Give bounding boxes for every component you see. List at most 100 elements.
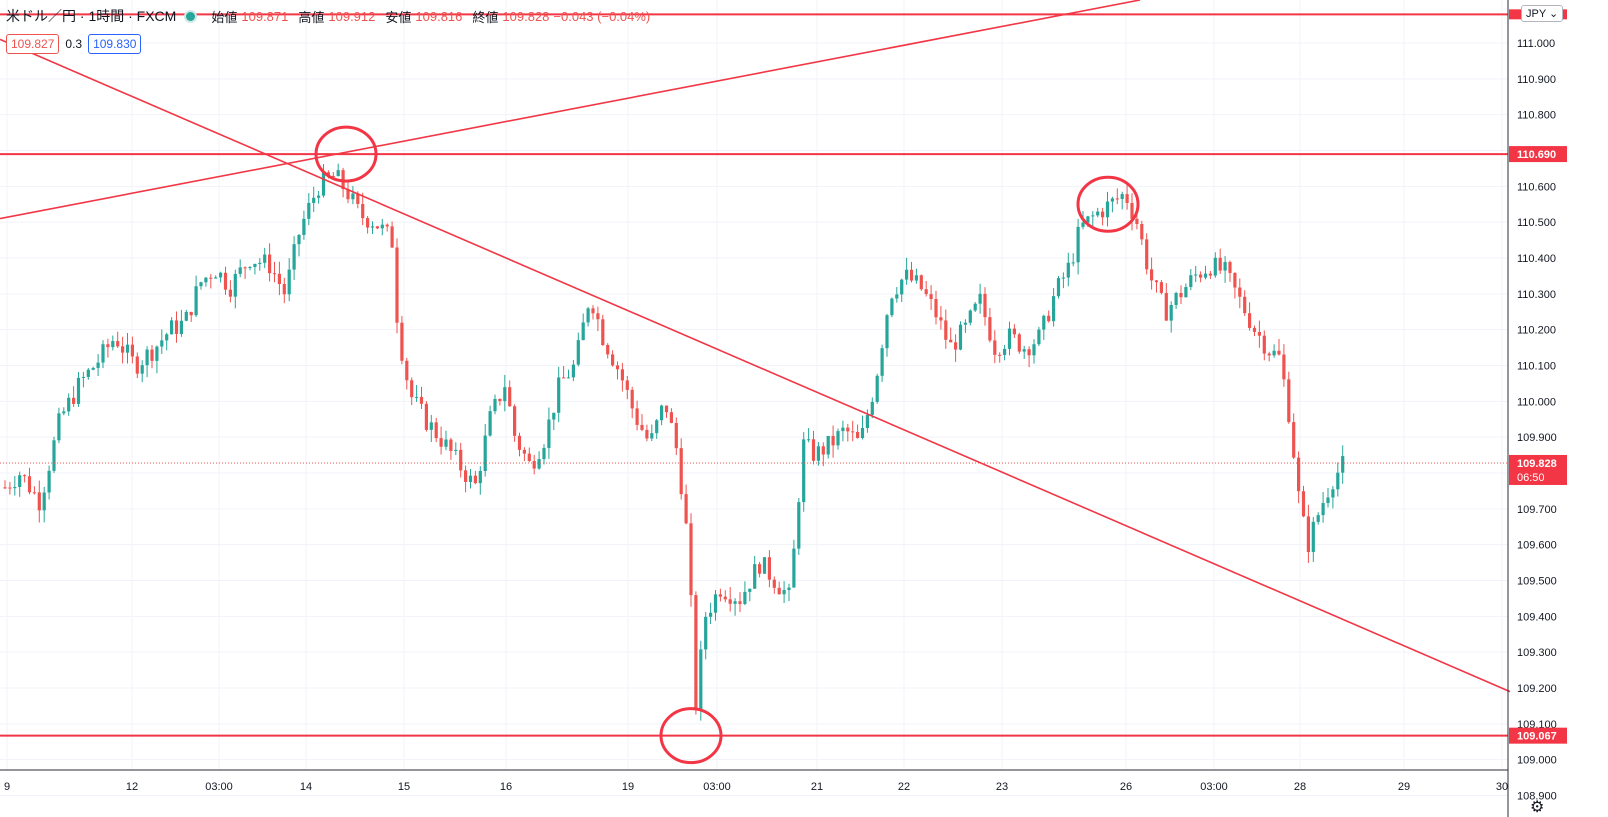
candle-body	[596, 313, 600, 320]
close-value: 109.828	[502, 8, 550, 24]
candle-body	[699, 649, 703, 710]
highlight-circle[interactable]	[1076, 175, 1140, 233]
candle-body	[1311, 521, 1315, 553]
candle-body	[292, 244, 296, 270]
candle-body	[939, 317, 943, 321]
candle-body	[488, 411, 492, 436]
candle-body	[361, 203, 365, 219]
highlight-circle[interactable]	[659, 707, 723, 765]
candle-body	[1047, 315, 1051, 322]
high-label: 高値	[298, 9, 325, 25]
candle-body	[13, 487, 17, 489]
candle-body	[1056, 278, 1061, 297]
candle-body	[1037, 329, 1041, 345]
chart-legend: 米ドル／円 · 1時間 · FXCM 始値 109.871 高値 109.912 安…	[6, 6, 650, 26]
candle-body	[630, 389, 634, 409]
candle-body	[689, 523, 693, 596]
candle-body	[150, 349, 154, 361]
candle-body	[566, 377, 571, 379]
candle-body	[62, 411, 66, 414]
candle-body	[1159, 282, 1163, 293]
candle-body	[1282, 354, 1286, 380]
candle-body	[1032, 344, 1036, 356]
candle-body	[1081, 222, 1085, 227]
candle-body	[753, 564, 757, 589]
candle-body	[194, 286, 198, 316]
candle-body	[513, 406, 517, 436]
candle-body	[1174, 292, 1178, 305]
candle-body	[140, 365, 144, 374]
candle-body	[1076, 226, 1080, 263]
candle-body	[527, 453, 531, 462]
candle-body	[1243, 296, 1247, 314]
candle-body	[1012, 328, 1016, 335]
candle-body	[1061, 277, 1065, 279]
open-value: 109.871	[241, 8, 289, 24]
gear-icon[interactable]: ⚙	[1530, 799, 1545, 816]
price-tick-label: 110.600	[1517, 181, 1556, 193]
close-label: 終値	[472, 9, 499, 25]
candle-body	[282, 284, 286, 295]
candle-body	[547, 419, 551, 448]
candle-body	[199, 282, 203, 287]
time-tick-label: 03:00	[1200, 781, 1228, 793]
candle-body	[336, 170, 340, 177]
candle-body	[395, 247, 399, 323]
candle-body	[532, 461, 536, 469]
currency-dropdown[interactable]: JPY ⌄	[1521, 5, 1564, 22]
candle-body	[1316, 515, 1320, 522]
candle-body	[709, 612, 713, 617]
candle-body	[72, 397, 76, 404]
candle-body	[346, 189, 350, 200]
trend-line[interactable]	[0, 0, 1141, 220]
price-tick-label: 109.300	[1517, 647, 1557, 659]
candle-body	[1154, 280, 1159, 283]
candle-body	[1272, 350, 1276, 356]
high-value: 109.912	[328, 8, 376, 24]
candle-body	[459, 449, 463, 471]
candle-body	[655, 420, 659, 434]
candle-body	[758, 564, 762, 574]
candle-body	[508, 387, 512, 407]
candle-body	[865, 414, 869, 429]
candle-body	[410, 380, 414, 398]
candle-body	[694, 595, 698, 710]
candle-body	[1262, 335, 1266, 354]
candle-body	[473, 475, 477, 484]
quote-panel: 109.827 0.3 109.830	[6, 34, 142, 54]
trend-line[interactable]	[0, 38, 1511, 693]
candle-body	[777, 587, 781, 595]
candle-body	[522, 449, 526, 454]
candle-body	[111, 341, 115, 348]
candle-body	[238, 267, 242, 274]
symbol-title[interactable]: 米ドル／円 · 1時間 · FXCM	[6, 8, 177, 24]
line-price-badge: 109.067	[1517, 731, 1557, 743]
sell-price-button[interactable]: 109.827	[6, 34, 60, 54]
price-tick-label: 109.500	[1517, 576, 1557, 588]
candle-body	[268, 254, 272, 274]
candle-body	[802, 439, 806, 503]
candle-body	[620, 369, 624, 381]
highlight-circle[interactable]	[314, 125, 378, 183]
candle-body	[856, 431, 860, 439]
candle-body	[356, 193, 360, 204]
candle-body	[91, 367, 95, 370]
candle-body	[1248, 313, 1252, 328]
candle-body	[542, 447, 546, 460]
candle-body	[326, 172, 330, 176]
candle-body	[748, 588, 752, 592]
candle-body	[875, 375, 879, 402]
candle-body	[165, 334, 169, 341]
candle-body	[792, 548, 796, 588]
line-price-badge-bg	[1509, 727, 1567, 744]
candle-body	[909, 269, 914, 281]
last-price-badge-countdown: 06:50	[1517, 472, 1545, 484]
candle-body	[860, 428, 865, 439]
candle-body	[949, 339, 953, 343]
candle-body	[797, 502, 801, 549]
buy-price-button[interactable]: 109.830	[88, 34, 142, 54]
candle-body	[870, 401, 874, 415]
candle-body	[145, 349, 149, 366]
